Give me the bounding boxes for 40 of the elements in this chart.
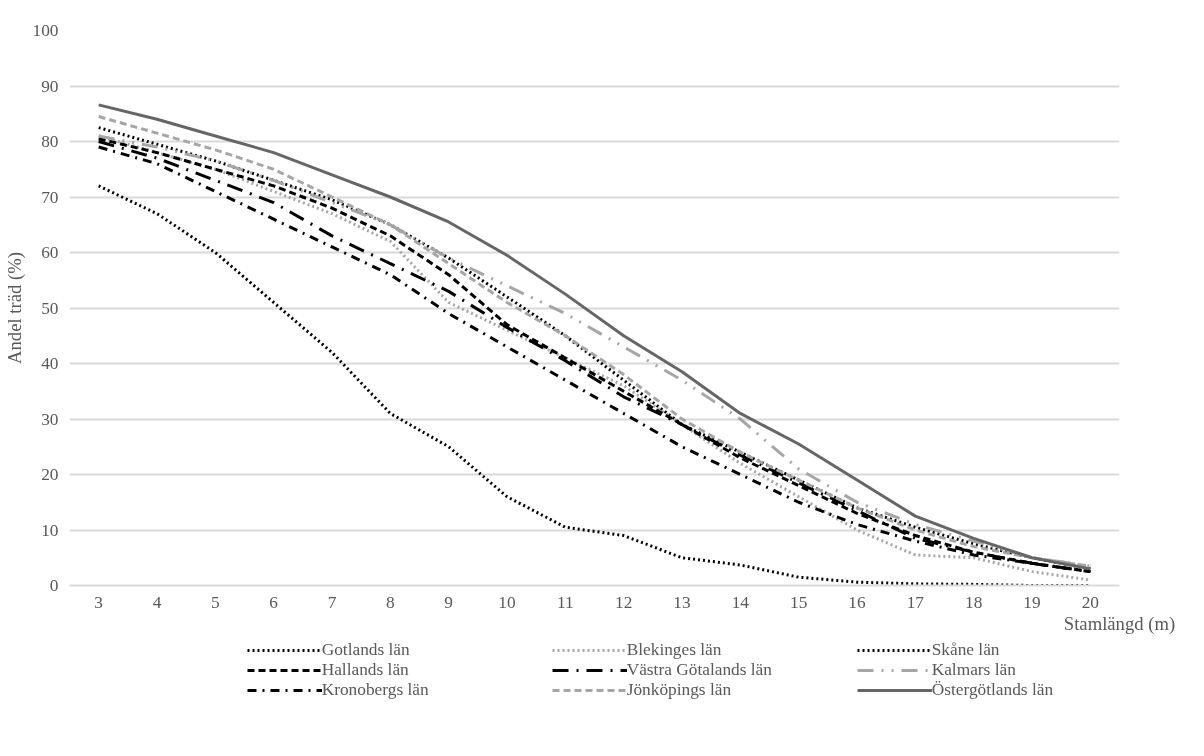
x-tick-label: 20 <box>1081 592 1099 612</box>
y-tick-label: 30 <box>41 409 59 429</box>
y-axis-title: Andel träd (%) <box>3 252 26 364</box>
x-tick-label: 14 <box>731 592 750 612</box>
x-axis-title: Stamlängd (m) <box>1063 612 1176 635</box>
x-tick-label: 5 <box>211 592 220 612</box>
x-tick-label: 4 <box>152 592 162 612</box>
x-tick-label: 17 <box>906 592 925 612</box>
y-tick-label: 0 <box>49 576 59 595</box>
legend-label: Östergötlands län <box>931 680 1055 700</box>
legend-label: Västra Götalands län <box>626 660 773 680</box>
y-tick-label: 10 <box>41 520 59 540</box>
x-tick-label: 9 <box>444 592 454 612</box>
x-tick-label: 18 <box>965 592 983 612</box>
legend-label: Gotlands län <box>321 640 411 660</box>
x-tick-label: 8 <box>386 592 395 612</box>
legend-label: Blekinges län <box>626 640 723 660</box>
x-tick-label: 7 <box>327 592 337 612</box>
x-tick-label: 3 <box>94 592 104 612</box>
y-tick-label: 80 <box>41 132 59 151</box>
y-tick-label: 40 <box>41 354 59 373</box>
y-tick-label: 90 <box>41 76 59 96</box>
x-tick-label: 13 <box>673 592 691 612</box>
y-tick-label: 100 <box>32 21 59 40</box>
x-tick-label: 6 <box>269 592 279 612</box>
x-tick-label: 15 <box>790 592 808 612</box>
legend-label: Skåne län <box>931 640 1001 660</box>
y-tick-label: 50 <box>41 298 59 318</box>
x-tick-label: 11 <box>556 592 574 612</box>
legend-label: Jönköpings län <box>626 680 733 700</box>
x-tick-label: 10 <box>498 592 516 612</box>
y-tick-label: 20 <box>41 465 59 484</box>
legend-label: Hallands län <box>321 660 410 680</box>
y-tick-label: 70 <box>41 187 59 207</box>
legend-label: Kronobergs län <box>321 680 430 700</box>
x-tick-label: 12 <box>615 592 633 612</box>
y-tick-label: 60 <box>41 243 59 262</box>
x-tick-label: 16 <box>848 592 866 612</box>
x-tick-label: 19 <box>1023 592 1041 612</box>
legend-label: Kalmars län <box>931 660 1017 680</box>
